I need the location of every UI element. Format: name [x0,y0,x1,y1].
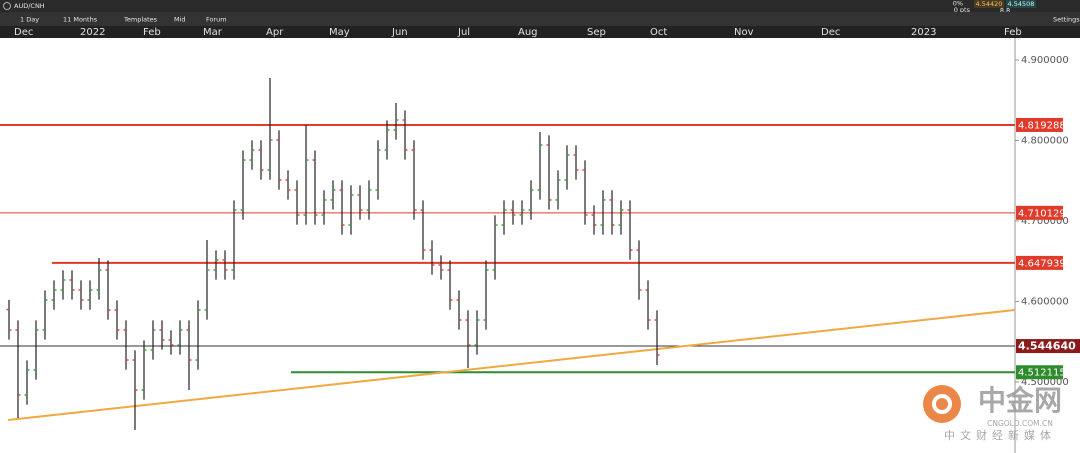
price-level-label: 4.819288 [1018,120,1066,131]
settings-button[interactable]: Settings [1053,16,1080,24]
symbol-icon [3,2,11,10]
spread: 8.8 [1000,7,1010,15]
y-tick-label: 4.700000 [1021,216,1069,227]
y-tick-label: 4.800000 [1021,135,1069,146]
price-level-label: 4.512115 [1018,368,1066,379]
x-tick-label: Feb [1004,27,1022,38]
templates-button[interactable]: Templates [123,16,158,24]
title-bar [0,0,1080,12]
bid[interactable]: 4.54420 [976,0,1003,8]
plot [0,78,1016,430]
price-mode-button[interactable]: Mid [174,16,186,24]
x-tick-label: Sep [587,27,606,38]
y-tick-label: 4.500000 [1021,377,1069,388]
watermark-slogan: 中文财经新媒体 [944,428,1056,442]
x-tick-label: Aug [518,27,538,38]
x-tick-label: Dec [14,27,33,38]
price-level-box [1016,365,1063,380]
x-tick-label: Jul [457,27,470,38]
x-tick-label: Apr [266,27,284,38]
ask[interactable]: 4.54508 [1008,0,1035,8]
change-pct: 0% [953,0,963,8]
range-button[interactable]: 11 Months [63,16,98,24]
time-axis-bar [0,26,1080,38]
symbol[interactable]: AUD/CNH [14,2,45,10]
y-tick-label: 4.900000 [1021,55,1069,66]
x-tick-label: Oct [650,27,667,38]
x-tick-label: Nov [734,27,754,38]
price-level-box [1016,205,1063,220]
toolbar [0,12,1080,26]
x-tick-label: Feb [143,27,161,38]
y-tick-label: 4.600000 [1021,296,1069,307]
bid-box[interactable] [974,0,1004,8]
change-pts: 0 pts [954,6,971,14]
price-level-box [1016,339,1080,354]
x-tick-label: Dec [821,27,840,38]
interval-button[interactable]: 1 Day [20,16,39,24]
watermark: 中金网 CNGOLD.COM.CN 中文财经新媒体 [923,384,1062,442]
x-tick-label: Mar [203,27,223,38]
watermark-logo-mark [932,394,952,414]
watermark-logo [923,385,961,423]
x-tick-label: Jun [391,27,408,38]
x-tick-label: 2022 [80,27,105,38]
price-level-box [1016,117,1063,132]
watermark-domain: CNGOLD.COM.CN [987,419,1053,428]
trendline [7,309,1016,421]
x-tick-label: 2023 [911,27,936,38]
price-level-label: 4.710129 [1018,208,1066,219]
price-level-box [1016,255,1063,270]
forum-button[interactable]: Forum [206,16,227,24]
x-tick-label: May [329,27,350,38]
watermark-brand: 中金网 [978,384,1062,417]
ask-box[interactable] [1006,0,1036,8]
price-level-label: 4.544640 [1018,340,1076,353]
price-level-label: 4.647939 [1018,258,1066,269]
